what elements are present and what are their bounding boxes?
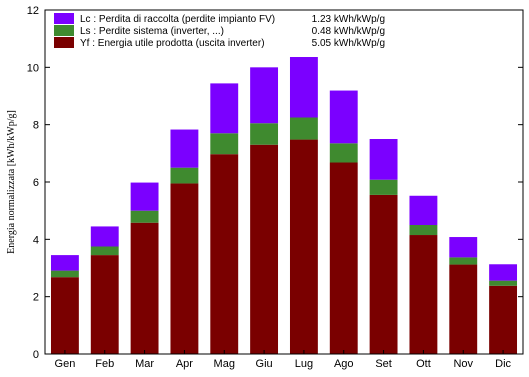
bar-lc-gen (50, 255, 79, 271)
x-tick-label: Feb (95, 358, 114, 370)
bar-ls-feb (90, 246, 119, 256)
y-tick-label: 12 (27, 5, 39, 17)
bar-lc-set (369, 139, 398, 180)
legend-swatch (54, 25, 74, 36)
x-tick-label: Mar (135, 358, 154, 370)
bar-ls-nov (449, 257, 478, 265)
bar-lc-apr (170, 129, 199, 168)
bar-yf-feb (90, 255, 119, 354)
bar-lc-ott (409, 195, 438, 225)
bar-ls-ago (329, 143, 358, 163)
bar-ls-giu (250, 123, 279, 145)
bar-yf-lug (289, 139, 318, 354)
bar-lc-mar (130, 182, 159, 211)
bar-ls-apr (170, 167, 199, 184)
bar-yf-apr (170, 183, 199, 354)
bar-ls-set (369, 179, 398, 195)
legend: Lc : Perdita di raccolta (perdite impian… (54, 13, 385, 49)
x-tick-label: Dic (495, 358, 511, 370)
legend-swatch (54, 37, 74, 48)
bar-lc-mag (210, 83, 239, 134)
bar-yf-mag (210, 154, 239, 354)
bar-yf-ago (329, 162, 358, 354)
bar-yf-mar (130, 222, 159, 354)
bars-layer (50, 57, 518, 354)
y-tick-label: 8 (33, 120, 39, 132)
bar-ls-mar (130, 210, 159, 223)
y-tick-label: 0 (33, 349, 39, 361)
x-tick-label: Giu (256, 358, 273, 370)
y-axis-label: Energia normalizzata [kWh/kWp/g] (6, 110, 17, 254)
x-tick-label: Gen (55, 358, 76, 370)
legend-value: 1.23 kWh/kWp/g (312, 14, 385, 25)
bar-yf-gen (50, 277, 79, 354)
bar-ls-dic (489, 280, 518, 286)
y-tick-label: 4 (33, 234, 39, 246)
bar-ls-gen (50, 270, 79, 278)
bar-yf-giu (250, 144, 279, 354)
y-tick-label: 10 (27, 62, 39, 74)
x-tick-label: Lug (295, 358, 313, 370)
bar-ls-ott (409, 225, 438, 236)
x-tick-label: Nov (453, 358, 473, 370)
y-tick-label: 6 (33, 177, 39, 189)
bar-yf-set (369, 194, 398, 354)
x-tick-label: Set (375, 358, 392, 370)
bar-ls-lug (289, 117, 318, 140)
legend-label: Ls : Perdite sistema (inverter, ...) (80, 26, 224, 37)
bar-lc-ago (329, 90, 358, 144)
legend-value: 0.48 kWh/kWp/g (312, 26, 385, 37)
bar-yf-dic (489, 285, 518, 354)
legend-value: 5.05 kWh/kWp/g (312, 38, 385, 49)
bar-yf-nov (449, 264, 478, 354)
x-tick-label: Ago (334, 358, 354, 370)
legend-label: Lc : Perdita di raccolta (perdite impian… (80, 14, 275, 25)
axes-layer: Gen Feb Mar Apr Mag Giu Lug Ago Set Ott Nov Dic 0 2 4 6… (27, 5, 524, 370)
legend-swatch (54, 13, 74, 24)
bar-lc-giu (250, 67, 279, 124)
x-tick-label: Apr (176, 358, 193, 370)
bar-yf-ott (409, 235, 438, 354)
bar-lc-lug (289, 57, 318, 118)
x-tick-label: Mag (214, 358, 235, 370)
y-tick-label: 2 (33, 292, 39, 304)
x-tick-label: Ott (416, 358, 431, 370)
legend-label: Yf : Energia utile prodotta (uscita inve… (80, 38, 265, 49)
bar-ls-mag (210, 133, 239, 155)
bar-lc-dic (489, 264, 518, 281)
bar-lc-nov (449, 237, 478, 258)
bar-lc-feb (90, 226, 119, 247)
